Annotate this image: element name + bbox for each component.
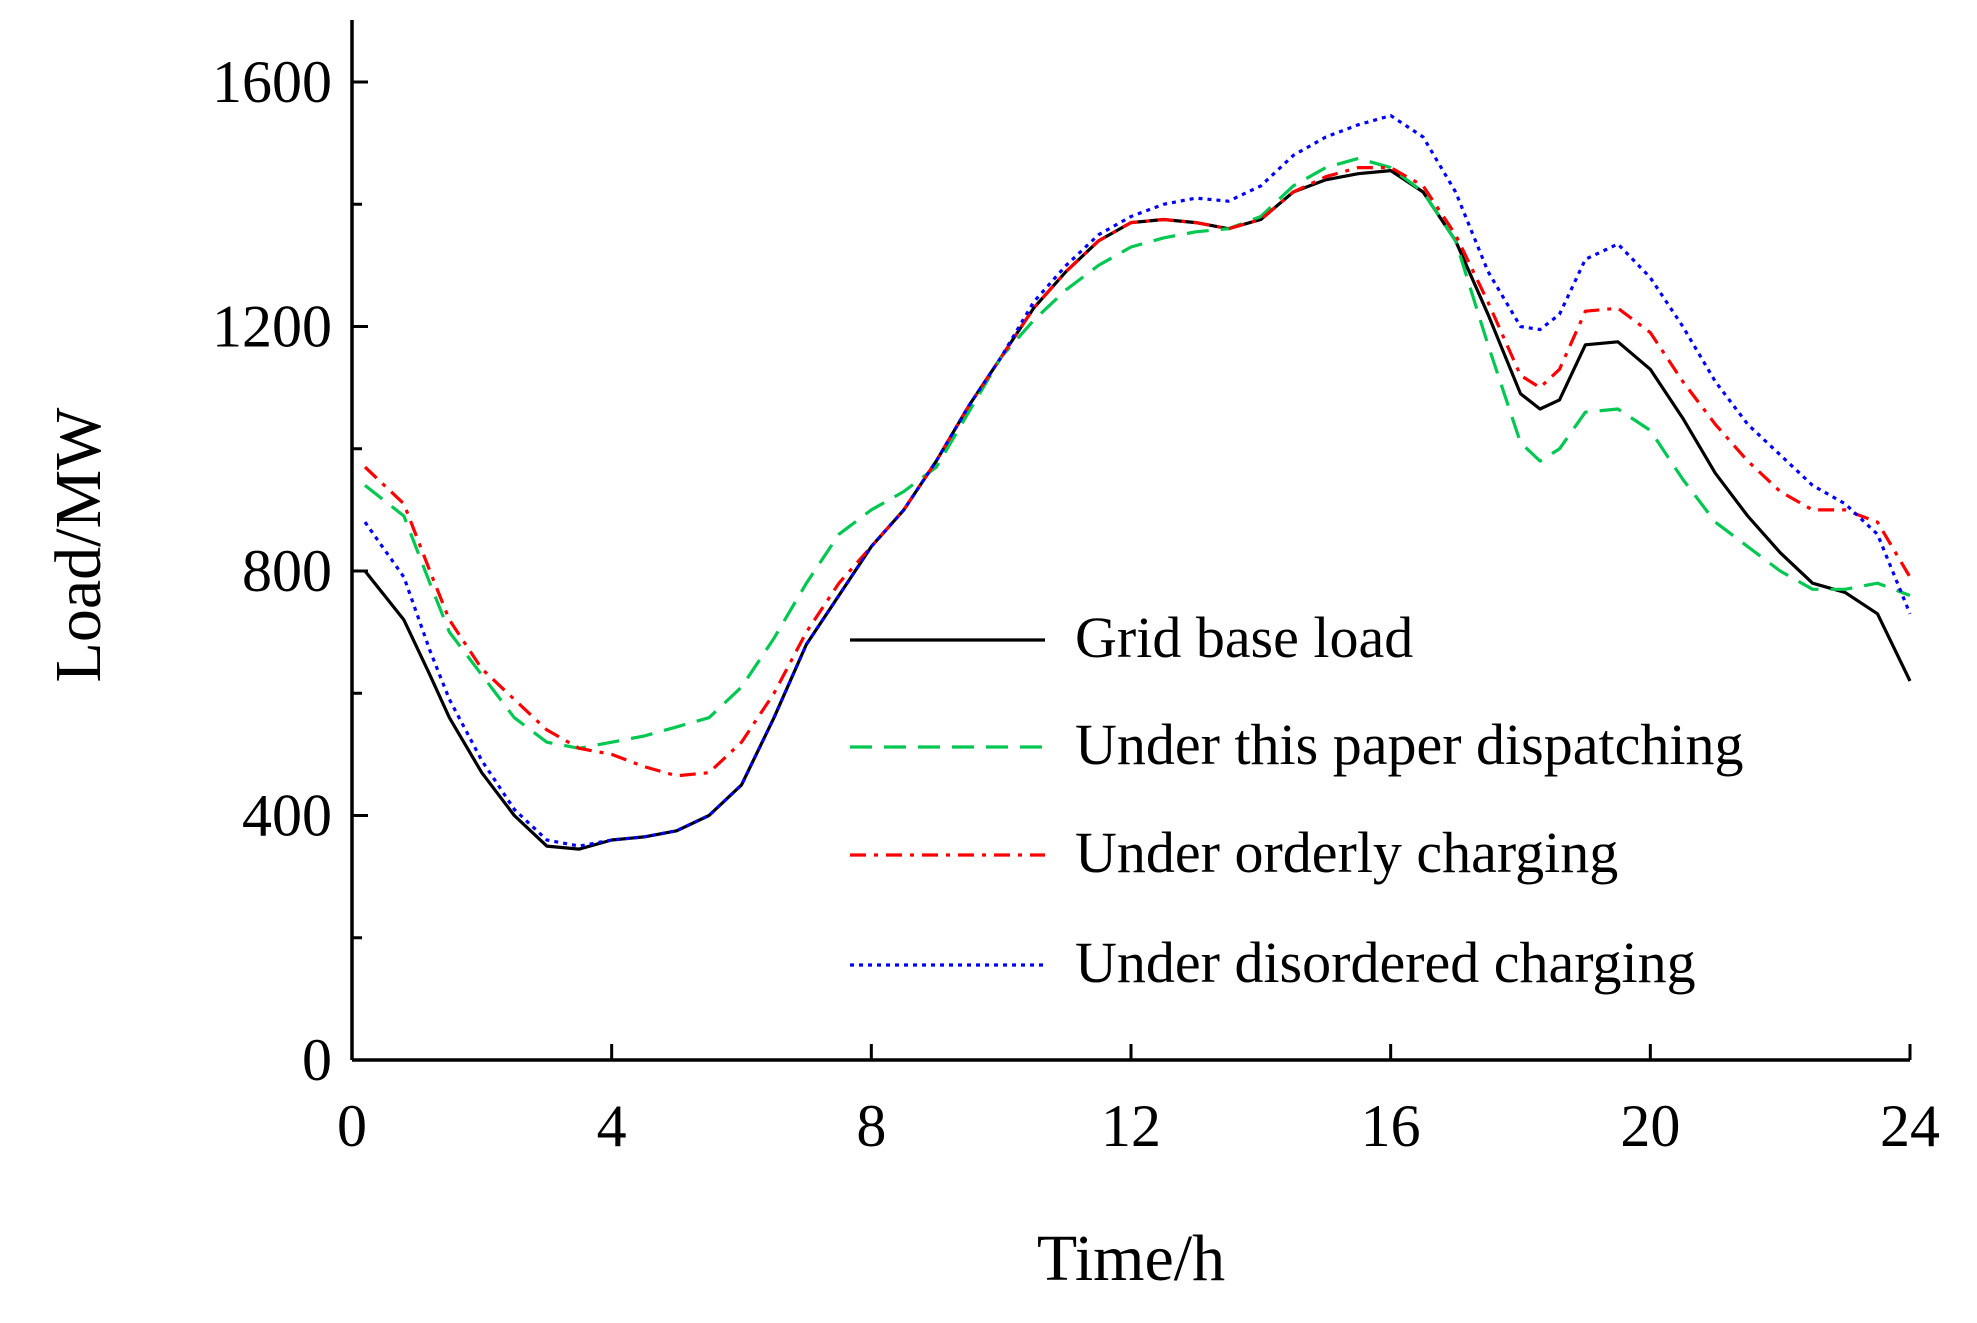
- x-tick-label-24: 24: [1880, 1093, 1940, 1159]
- y-tick-label-0: 0: [302, 1027, 332, 1093]
- series-line-3: [363, 166, 1912, 778]
- x-tick-label-20: 20: [1620, 1093, 1680, 1159]
- axis-ticks: 0 400 800 1200 1600 0 4 8 12 16 20 24: [212, 49, 1940, 1159]
- y-tick-label-800: 800: [242, 538, 332, 604]
- x-tick-label-12: 12: [1101, 1093, 1161, 1159]
- y-tick-label-1200: 1200: [212, 294, 332, 360]
- x-tick-label-8: 8: [856, 1093, 886, 1159]
- legend-label-3: Under orderly charging: [1075, 820, 1618, 885]
- series-lines: [363, 113, 1912, 851]
- series-line-2: [364, 156, 1911, 750]
- x-tick-label-0: 0: [337, 1093, 367, 1159]
- legend-label-1: Grid base load: [1075, 605, 1413, 670]
- x-axis-title: Time/h: [1037, 1222, 1225, 1295]
- y-tick-label-400: 400: [242, 783, 332, 849]
- x-tick-label-16: 16: [1361, 1093, 1421, 1159]
- y-tick-label-1600: 1600: [212, 49, 332, 115]
- y-axis-title: Load/MW: [42, 407, 115, 683]
- legend-label-4: Under disordered charging: [1075, 930, 1696, 995]
- legend-label-2: Under this paper dispatching: [1075, 712, 1743, 777]
- series-line-4: [363, 113, 1912, 848]
- x-tick-label-4: 4: [597, 1093, 627, 1159]
- plot-area: 0 400 800 1200 1600 0 4 8 12 16 20 24: [212, 20, 1940, 1159]
- legend: Grid base load Under this paper dispatchi…: [850, 605, 1743, 995]
